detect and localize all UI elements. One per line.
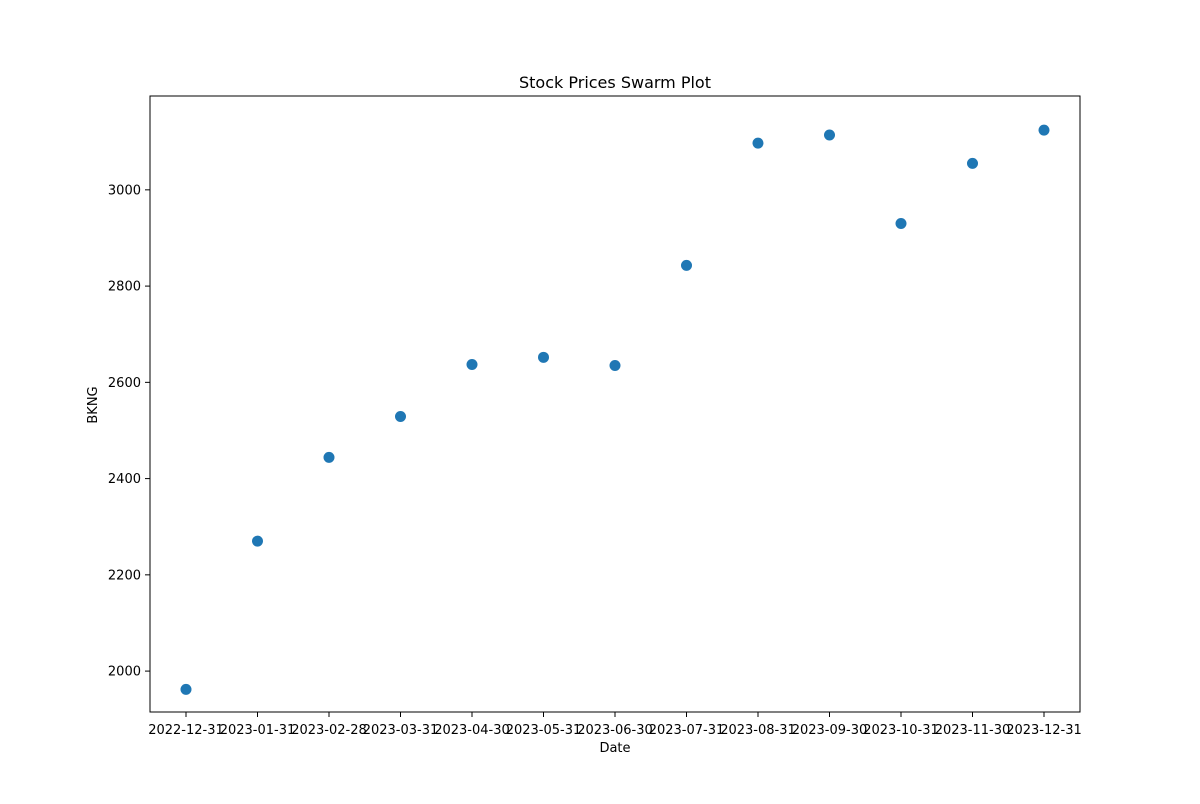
data-point — [323, 451, 335, 463]
chart-title: Stock Prices Swarm Plot — [519, 73, 711, 92]
x-tick-label: 2023-12-31 — [1006, 723, 1082, 738]
data-point — [1038, 124, 1050, 136]
data-point — [681, 259, 692, 271]
y-tick-label: 3000 — [108, 183, 141, 198]
x-tick-label: 2023-07-31 — [649, 723, 725, 738]
x-tick-label: 2022-12-31 — [148, 723, 224, 738]
y-tick-label: 2800 — [108, 280, 141, 295]
data-point — [466, 359, 478, 371]
x-tick-label: 2023-01-31 — [220, 723, 296, 738]
data-point — [824, 129, 835, 141]
x-tick-label: 2023-05-31 — [506, 723, 582, 738]
data-point — [752, 137, 764, 149]
x-tick-label: 2023-04-30 — [434, 723, 510, 738]
plot-area: 2000220024002600280030002022-12-312023-0… — [108, 95, 1082, 738]
data-point — [180, 683, 192, 695]
x-tick-label: 2023-06-30 — [577, 723, 653, 738]
y-tick-label: 2600 — [108, 376, 141, 391]
data-point — [252, 535, 263, 547]
x-tick-label: 2023-10-31 — [863, 723, 939, 738]
data-point — [538, 351, 549, 363]
y-tick-label: 2000 — [108, 665, 141, 680]
data-point — [395, 411, 406, 423]
x-axis-label: Date — [599, 741, 630, 756]
data-point — [895, 218, 907, 230]
x-tick-label: 2023-08-31 — [720, 723, 796, 738]
x-tick-label: 2023-02-28 — [291, 723, 367, 738]
x-tick-label: 2023-03-31 — [363, 723, 439, 738]
plot-frame — [149, 95, 1081, 713]
y-tick-label: 2400 — [108, 472, 141, 487]
data-point — [967, 157, 978, 169]
x-tick-label: 2023-09-30 — [792, 723, 868, 738]
data-point — [609, 360, 621, 371]
x-tick-label: 2023-11-30 — [935, 723, 1011, 738]
y-tick-label: 2200 — [108, 568, 141, 583]
y-axis-label: BKNG — [86, 386, 101, 423]
